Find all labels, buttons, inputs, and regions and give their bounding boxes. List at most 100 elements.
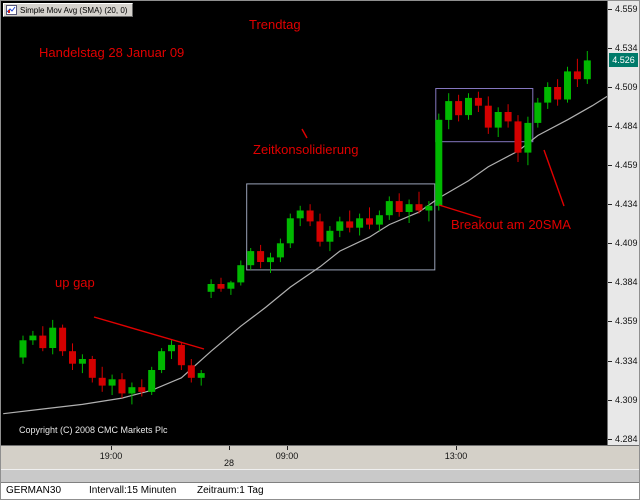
- y-axis-label: 4.534: [615, 43, 638, 53]
- annotation-breakout: Breakout am 20SMA: [451, 217, 571, 232]
- y-axis-label: 4.309: [615, 395, 638, 405]
- x-axis-tick: [456, 446, 457, 450]
- candle-body: [177, 344, 185, 366]
- copyright-notice: Copyright (C) 2008 CMC Markets Plc: [19, 425, 168, 435]
- candle-body: [316, 221, 324, 242]
- y-axis-tick: [608, 204, 612, 205]
- annotation-line: [543, 149, 565, 207]
- candle-body: [187, 365, 195, 378]
- candle-body: [514, 121, 522, 153]
- candle-body: [148, 370, 156, 392]
- candle-body: [39, 335, 47, 349]
- indicator-label: Simple Mov Avg (SMA) (20, 0): [20, 5, 128, 15]
- candle-body: [29, 335, 37, 341]
- annotation-zeitkonsolidierung: Zeitkonsolidierung: [253, 142, 359, 157]
- candle-body: [237, 265, 245, 283]
- candle-body: [405, 204, 413, 212]
- candle-body: [78, 359, 86, 364]
- consolidation-box: [246, 183, 436, 271]
- candle-body: [49, 327, 57, 348]
- candle-body: [564, 71, 571, 100]
- y-axis-label: 4.459: [615, 160, 638, 170]
- status-range: Zeitraum:1 Tag: [197, 485, 264, 496]
- candle-body: [69, 351, 76, 364]
- annotation-line: [301, 128, 308, 139]
- x-axis-label: 09:00: [275, 451, 299, 461]
- scrollbar-track[interactable]: [1, 469, 639, 482]
- candle-body: [59, 327, 67, 352]
- y-axis-label: 4.509: [615, 82, 638, 92]
- x-axis-tick: [229, 446, 230, 450]
- candle-body: [158, 351, 166, 370]
- candle-body: [465, 97, 472, 116]
- candle-body: [385, 201, 393, 216]
- consolidation-box: [435, 88, 534, 143]
- candle-body: [524, 122, 532, 153]
- candle-body: [375, 215, 383, 225]
- y-axis-label: 4.359: [615, 316, 638, 326]
- y-axis-label: 4.284: [615, 434, 638, 444]
- y-axis-label: 4.334: [615, 356, 638, 366]
- annotation-trendtag: Trendtag: [249, 17, 301, 32]
- candle-body: [484, 105, 492, 128]
- price-axis[interactable]: 4.526 4.284 4.309 4.334 4.359 4.384 4.409 4.43…: [607, 1, 639, 445]
- candle-body: [494, 112, 502, 128]
- y-axis-label: 4.434: [615, 199, 638, 209]
- candle-body: [583, 60, 591, 80]
- x-axis-label: 28: [223, 458, 235, 468]
- y-axis-tick: [608, 87, 612, 88]
- candle-body: [227, 282, 235, 289]
- y-axis-tick: [608, 321, 612, 322]
- indicator-legend[interactable]: Simple Mov Avg (SMA) (20, 0): [3, 3, 134, 17]
- candle-body: [217, 284, 225, 289]
- annotation-line: [93, 316, 205, 350]
- annotation-line: [438, 204, 482, 219]
- candle-body: [366, 218, 373, 225]
- chart-row: Simple Mov Avg (SMA) (20, 0) Trendtag Ha…: [1, 1, 639, 445]
- candle-body: [445, 101, 453, 120]
- candle-body: [544, 87, 552, 103]
- y-axis-tick: [608, 439, 612, 440]
- candle-body: [168, 344, 175, 352]
- x-axis-tick: [111, 446, 112, 450]
- current-price-tag: 4.526: [609, 53, 638, 67]
- candle-body: [415, 204, 423, 211]
- candle-body: [247, 251, 255, 266]
- candle-body: [573, 71, 581, 80]
- status-symbol: GERMAN30: [6, 485, 62, 496]
- candle-body: [504, 112, 512, 122]
- y-axis-tick: [608, 48, 612, 49]
- candle-body: [455, 101, 463, 116]
- price-chart-canvas[interactable]: [1, 1, 607, 445]
- candle-body: [306, 210, 314, 222]
- candle-body: [326, 230, 334, 242]
- price-chart[interactable]: Simple Mov Avg (SMA) (20, 0) Trendtag Ha…: [1, 1, 607, 445]
- candle-body: [356, 218, 364, 228]
- candle-body: [19, 340, 27, 358]
- y-axis-tick: [608, 126, 612, 127]
- x-axis-tick: [287, 446, 288, 450]
- annotation-up-gap: up gap: [55, 275, 95, 290]
- candle-body: [554, 87, 562, 100]
- candle-body: [286, 218, 294, 244]
- time-axis[interactable]: 19:00 28 09:00 13:00: [1, 445, 639, 469]
- y-axis-tick: [608, 361, 612, 362]
- y-axis-label: 4.559: [615, 4, 638, 14]
- candle-body: [207, 284, 215, 292]
- candle-body: [267, 257, 274, 263]
- candle-body: [534, 102, 542, 123]
- y-axis-tick: [608, 165, 612, 166]
- candle-body: [435, 119, 443, 206]
- x-axis-label: 13:00: [444, 451, 468, 461]
- candle-body: [98, 377, 106, 386]
- candle-body: [197, 373, 205, 378]
- y-axis-label: 4.484: [615, 121, 638, 131]
- indicator-icon: [6, 5, 17, 15]
- candle-body: [128, 387, 136, 394]
- candle-body: [336, 221, 344, 231]
- candle-body: [346, 221, 354, 228]
- candle-body: [474, 97, 482, 106]
- status-interval: Intervall:15 Minuten: [89, 485, 177, 496]
- candle-body: [138, 387, 146, 392]
